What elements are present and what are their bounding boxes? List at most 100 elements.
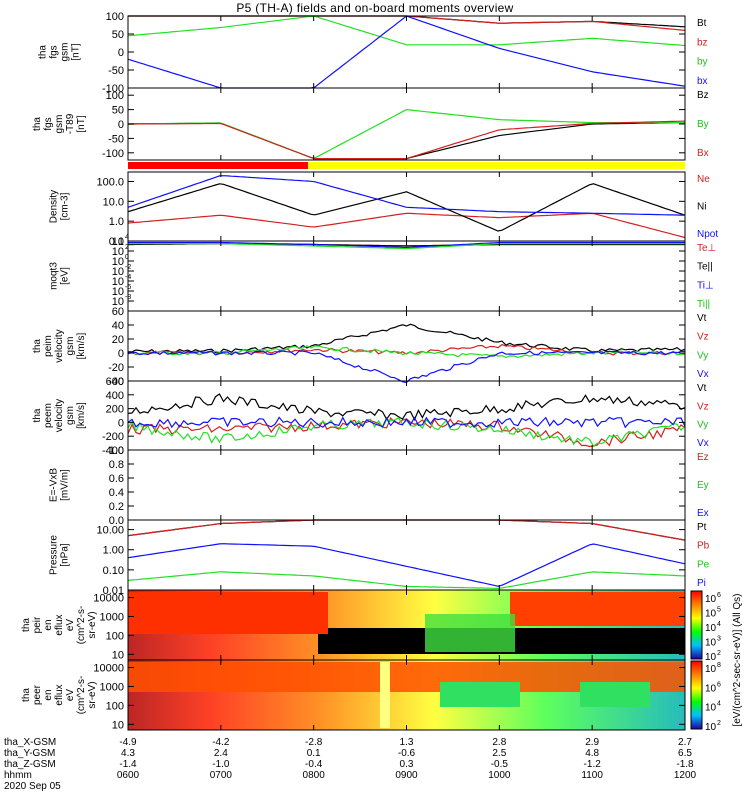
legend-entry: bz (697, 37, 708, 48)
series-line-pi (127, 543, 686, 587)
y-axis-label: gsm (65, 406, 76, 425)
colorbar-tick-exponent: 4 (717, 701, 721, 708)
y-tick-label: 0.6 (109, 473, 124, 485)
y-tick-exponent: 2 (125, 244, 129, 251)
colorbar-tick-exponent: 3 (717, 636, 721, 643)
y-axis-label: tha (21, 618, 32, 632)
y-axis-label: [km/s] (76, 402, 87, 429)
y-tick-label: 0.0 (109, 515, 124, 527)
legend-entry: Vz (697, 401, 709, 412)
footer-value: 1100 (581, 770, 603, 781)
y-tick-label: 10 (112, 649, 124, 661)
y-axis-label: eflux (54, 614, 65, 635)
y-tick-label: 200 (106, 404, 124, 416)
y-axis-label: -T89 (65, 113, 76, 134)
colorbar-tick-exponent: 6 (717, 681, 721, 688)
y-tick-label: 10 (112, 266, 124, 278)
footer-value: 2.4 (214, 748, 228, 759)
y-tick-label: -100 (102, 83, 124, 95)
y-tick-label: 10.0 (103, 196, 124, 208)
footer-value: -0.4 (305, 759, 323, 770)
legend-entry: Pt (697, 522, 707, 533)
y-axis-label: peer (32, 684, 43, 705)
footer-value: 0.1 (307, 748, 321, 759)
legend-entry: by (697, 57, 708, 68)
y-axis-label: tha (32, 339, 43, 353)
series-line-bx (128, 120, 686, 160)
series-line-ni (127, 183, 686, 232)
y-tick-label: 10 (112, 256, 124, 268)
y-tick-label: 1.00 (103, 545, 124, 557)
y-tick-label: 1000 (100, 681, 124, 693)
y-tick-label: 10 (112, 286, 124, 298)
colorbar-label: [eV/(cm^2-sec-sr-eV)] (All Qs) (732, 593, 743, 726)
colorbar (690, 590, 703, 660)
y-tick-label: 0.1 (109, 236, 124, 248)
footer-value: -4.2 (212, 737, 230, 748)
y-tick-label: 40 (112, 320, 124, 332)
y-axis-label: Pressure (49, 535, 60, 575)
panel-frame (127, 171, 686, 242)
legend-entry: Ti|| (697, 299, 710, 310)
footer-value: -1.2 (584, 759, 602, 770)
legend-entry: Vx (697, 369, 709, 380)
panel-frame (127, 15, 686, 89)
y-tick-label: 0 (118, 119, 124, 131)
legend-entry: Npot (697, 229, 718, 240)
y-tick-label: -50 (108, 133, 124, 145)
y-axis-label: sr-eV) (87, 611, 98, 638)
footer-value: 2.9 (585, 737, 599, 748)
y-tick-label: 1.0 (109, 216, 124, 228)
y-tick-label: 10 (112, 236, 124, 248)
colorbar (690, 660, 703, 730)
footer-value: 1200 (674, 770, 697, 781)
y-axis-label: eV (65, 689, 76, 702)
y-axis-label: tha (21, 688, 32, 702)
legend-entry: Pi (697, 578, 706, 589)
colorbar-tick-label: 10 (705, 638, 717, 649)
y-axis-label: fgs (49, 45, 60, 58)
y-axis-label: [nPa] (60, 543, 71, 567)
legend-entry: Bt (697, 18, 707, 29)
footer-value: 1.3 (400, 737, 414, 748)
footer-value: 6.5 (678, 748, 692, 759)
y-tick-exponent: -4 (125, 274, 131, 281)
y-axis-label: [nT] (76, 115, 87, 132)
y-tick-label: 100 (106, 700, 124, 712)
y-tick-label: -50 (108, 65, 124, 77)
colorbar-tick-exponent: 8 (717, 662, 721, 669)
y-axis-label: [eV] (60, 267, 71, 285)
footer-date: 2020 Sep 05 (4, 781, 61, 792)
panel-frame (127, 310, 686, 382)
series-line-npot (127, 175, 686, 216)
y-tick-label: 600 (106, 376, 124, 388)
series-line-vx (127, 416, 686, 429)
y-axis-label: peim (43, 335, 54, 357)
y-axis-label: gsm (60, 43, 71, 62)
footer-value: -0.6 (398, 748, 416, 759)
legend-entry: Vt (697, 313, 707, 324)
spectrogram-green-region (440, 682, 520, 707)
series-line-vy (127, 345, 686, 359)
colorbar-tick-exponent: 6 (717, 592, 721, 599)
y-tick-label: 60 (112, 306, 124, 318)
y-axis-label: (cm^2-s- (76, 676, 87, 715)
series-line-by (127, 15, 686, 47)
y-tick-label: 10000 (93, 663, 124, 675)
legend-entry: Pe (697, 559, 710, 570)
footer-value: 2.5 (492, 748, 506, 759)
footer-value: -1.8 (676, 759, 694, 770)
colorbar-tick-label: 10 (705, 652, 717, 663)
legend-entry: Ti⊥ (697, 280, 714, 291)
spectrogram-yellow-streak (380, 662, 390, 728)
footer-value: 1000 (488, 770, 511, 781)
y-tick-label: 0 (118, 47, 124, 59)
y-axis-label: tha (38, 45, 49, 59)
legend-entry: By (697, 119, 709, 130)
y-tick-label: 100 (106, 11, 124, 23)
y-tick-exponent: -2 (125, 264, 131, 271)
y-tick-label: 10 (112, 276, 124, 288)
y-axis-label: Density (49, 190, 60, 223)
y-tick-label: -100 (102, 148, 124, 160)
y-tick-label: 0.01 (103, 585, 124, 597)
